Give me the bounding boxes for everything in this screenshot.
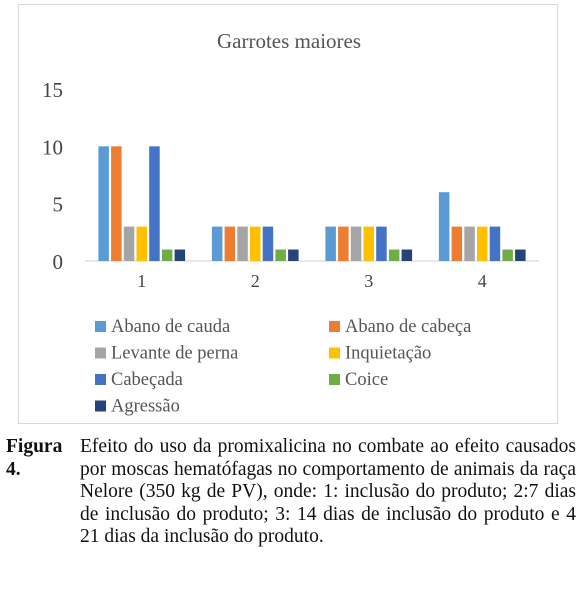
bar [489,226,501,261]
chart-title: Garrotes maiores [217,29,361,53]
y-tick-label: 5 [53,193,64,217]
x-tick-label: 2 [251,271,260,291]
legend-label: Abano de cabeça [345,317,471,337]
legend-swatch [329,374,340,385]
bar [136,226,147,261]
bar [325,226,336,261]
legend-swatch [95,321,106,332]
bar [401,249,413,261]
legend-label: Inquietação [345,344,431,364]
legend-swatch [95,347,106,359]
bar-chart: Garrotes maiores 0 5 10 15 1 2 3 4 Abano de cau… [42,29,539,417]
legend-label: Agressão [111,397,180,417]
legend-swatch [329,347,340,359]
bar [262,226,274,261]
bar [438,192,450,261]
legend-swatch [329,321,340,332]
bar [161,249,173,261]
legend-label: Levante de perna [111,344,238,364]
bar [98,146,109,261]
legend-label: Abano de cauda [111,317,230,337]
x-tick-label: 4 [478,271,487,291]
bar [275,249,286,261]
legend-swatch [95,374,106,385]
bar [363,226,374,261]
bar [250,226,261,261]
y-tick-label: 10 [42,135,63,159]
bar [123,226,135,261]
y-tick-label: 15 [42,78,63,102]
legend: Abano de cauda Abano de cabeça Levante de … [95,317,471,417]
bar [388,249,400,261]
bar [451,226,463,261]
figure-caption: Figura 4. Efeito do uso da promixalicina… [6,436,576,549]
caption-label: Figura 4. [6,436,63,480]
bar [224,226,236,261]
x-tick-label: 1 [137,271,146,291]
bar [350,226,362,261]
caption-text: Efeito do uso da promixalicina no combat… [80,436,576,548]
bar [237,226,248,261]
bar [111,146,122,261]
axis-layer: 0 5 10 15 1 2 3 4 [42,78,539,291]
x-tick-label: 3 [364,271,373,291]
legend-label: Cabeçada [111,370,183,390]
legend-swatch [95,400,106,412]
bar [477,226,488,261]
bar [149,146,160,261]
bar [502,249,513,261]
bar [464,226,475,261]
bar [211,226,223,261]
bar [288,249,299,261]
bars-layer [98,146,526,261]
bar [338,226,349,261]
chart-frame: Garrotes maiores 0 5 10 15 1 2 3 4 Abano de cau… [18,4,558,424]
bar [376,226,387,261]
bar [174,249,186,261]
bar [515,249,526,261]
legend-label: Coice [345,370,388,390]
y-tick-label: 0 [53,250,64,274]
